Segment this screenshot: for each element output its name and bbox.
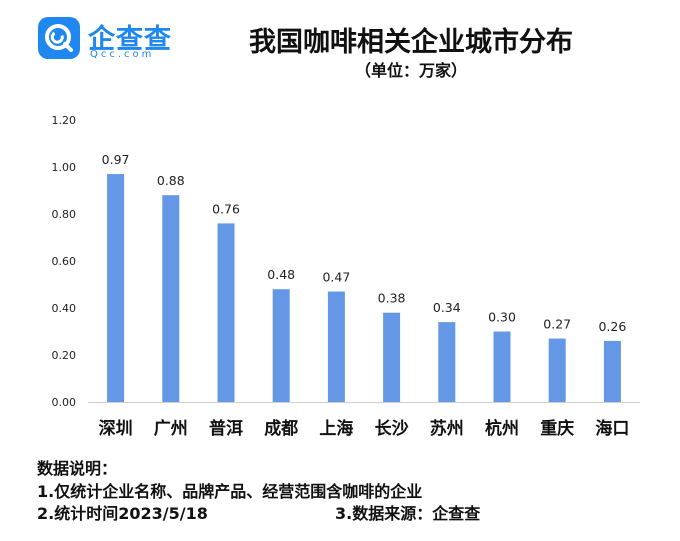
bar xyxy=(438,322,456,402)
bar xyxy=(383,312,401,402)
logo-mark xyxy=(38,17,80,59)
bar xyxy=(603,340,621,402)
logo-name: 企查查 xyxy=(88,24,172,55)
y-tick-label: 0.00 xyxy=(52,396,77,409)
value-label: 0.76 xyxy=(212,201,240,216)
y-tick-label: 0.80 xyxy=(52,208,77,221)
y-tick-label: 0.40 xyxy=(52,302,77,315)
y-tick-label: 0.60 xyxy=(52,255,77,268)
value-label: 0.34 xyxy=(433,300,461,315)
value-label: 0.30 xyxy=(488,310,516,325)
logo: 企查查 Qcc.com xyxy=(38,15,208,65)
notes: 数据说明： 1.仅统计企业名称、品牌产品、经营范围含咖啡的企业 2.统计时间20… xyxy=(37,458,657,526)
bar xyxy=(217,223,235,402)
bar xyxy=(548,338,566,402)
value-label: 0.47 xyxy=(322,270,350,285)
bars xyxy=(107,174,621,402)
category-label: 深圳 xyxy=(99,418,133,439)
value-label: 0.48 xyxy=(267,267,295,282)
bar xyxy=(272,289,290,402)
y-tick-label: 1.20 xyxy=(52,114,77,127)
note-line-1: 1.仅统计企业名称、品牌产品、经营范围含咖啡的企业 xyxy=(37,481,423,501)
category-label: 成都 xyxy=(264,418,298,439)
category-label: 杭州 xyxy=(485,418,519,439)
y-tick-label: 0.20 xyxy=(52,349,77,362)
category-labels: 深圳 广州 普洱 成都 上海 长沙 苏州 杭州 重庆 海口 xyxy=(99,418,630,439)
notes-heading: 数据说明： xyxy=(37,459,118,478)
chart-subtitle: （单位：万家） xyxy=(354,61,467,80)
search-q-icon xyxy=(45,24,73,52)
value-label: 0.88 xyxy=(157,173,185,188)
note-time: 2.统计时间2023/5/18 xyxy=(37,504,208,523)
y-tick-label: 1.00 xyxy=(52,161,77,174)
category-label: 苏州 xyxy=(430,418,464,439)
category-label: 上海 xyxy=(319,418,353,439)
value-labels: 0.97 0.88 0.76 0.48 0.47 0.38 0.34 0.30 0.27 0.26 xyxy=(102,152,627,334)
value-label: 0.97 xyxy=(102,152,130,167)
value-label: 0.38 xyxy=(378,291,406,306)
chart-title: 我国咖啡相关企业城市分布 xyxy=(249,27,573,58)
logo-domain: Qcc.com xyxy=(90,49,155,60)
bar xyxy=(162,195,180,402)
value-label: 0.27 xyxy=(543,317,571,332)
bar xyxy=(107,174,125,402)
bar xyxy=(493,331,511,402)
bar xyxy=(327,291,345,402)
note-source: 3.数据来源：企查查 xyxy=(335,504,481,523)
note-line-2: 2.统计时间2023/5/18 3.数据来源：企查查 xyxy=(37,503,657,526)
category-label: 重庆 xyxy=(540,418,574,439)
bar-chart: 0.00 0.20 0.40 0.60 0.80 1.00 1.20 0.97 0.88 0.7… xyxy=(52,114,640,439)
category-label: 海口 xyxy=(595,418,629,439)
value-label: 0.26 xyxy=(598,319,626,334)
category-label: 普洱 xyxy=(209,418,243,439)
y-axis-ticks: 0.00 0.20 0.40 0.60 0.80 1.00 1.20 xyxy=(52,114,77,409)
category-label: 长沙 xyxy=(375,418,409,439)
category-label: 广州 xyxy=(154,418,188,439)
